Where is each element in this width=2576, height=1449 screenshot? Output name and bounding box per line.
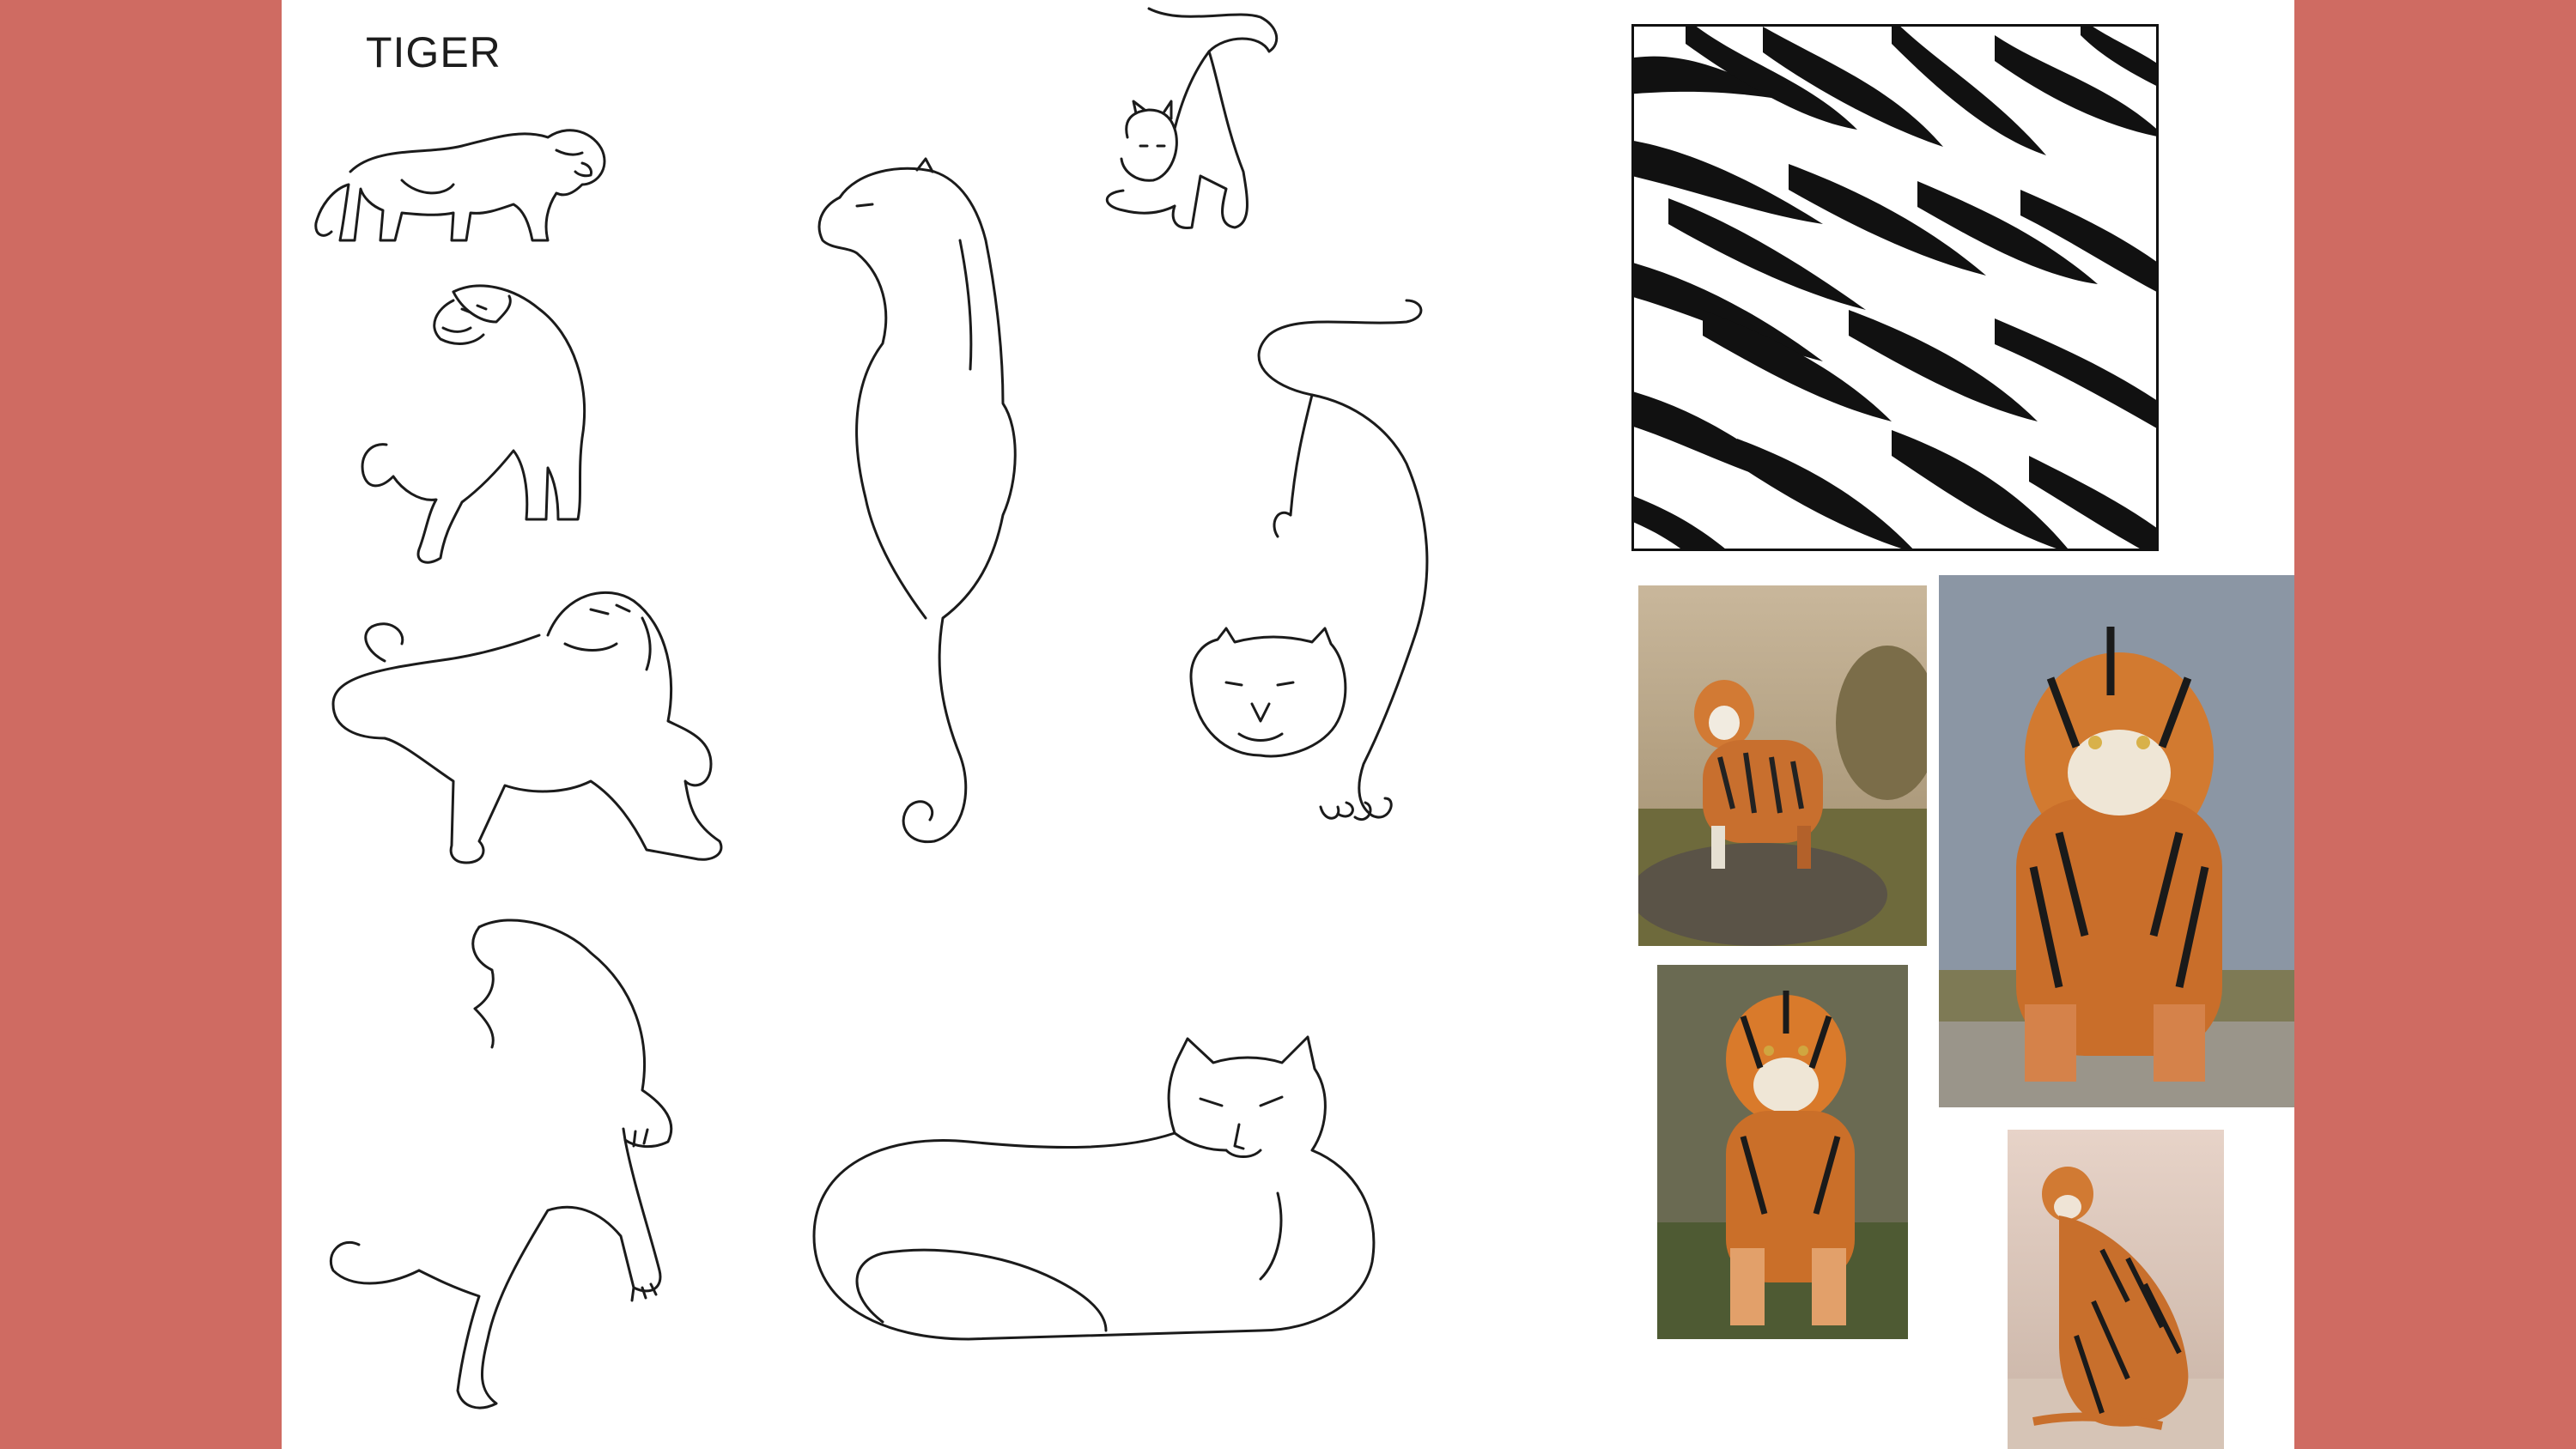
photo-tiger-on-rock [1638,585,1927,946]
descending-tiger-sketch [1189,299,1429,821]
board-title: TIGER [366,28,501,76]
photo-tiger-walking-large [1939,575,2294,1107]
sitting-tiger-sketch [817,157,1017,844]
leaping-tiger-sketch [329,919,673,1410]
photo-tiger-sitting [2008,1130,2224,1449]
photo-tiger-approaching [1657,965,1908,1339]
tiger-stripe-pattern [1631,24,2159,551]
stripe-pattern-graphic [1634,27,2156,549]
prowling-tiger-sketch [331,591,723,864]
lying-tiger-sketch [812,1035,1376,1341]
mood-board: TIGER [282,0,2294,1449]
walking-tiger-sketch [314,129,606,242]
stretching-cat-sketch [1105,7,1279,229]
crouching-tiger-sketch [361,284,586,564]
